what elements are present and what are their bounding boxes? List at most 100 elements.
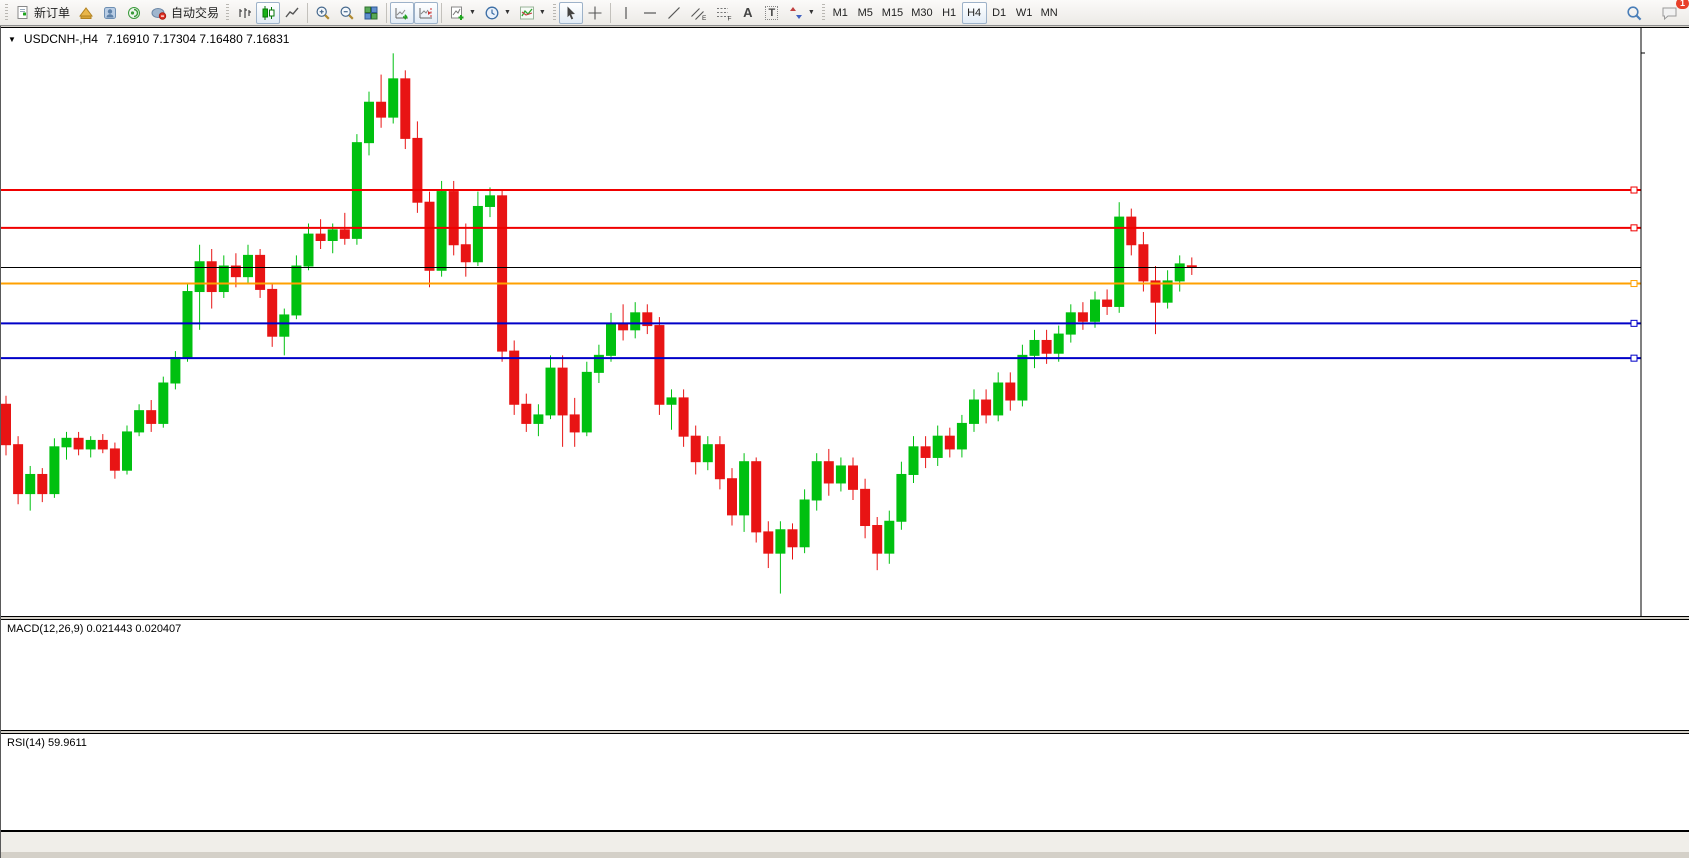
candle: [993, 372, 1004, 422]
candle: [134, 404, 145, 437]
market-watch-button[interactable]: [74, 2, 98, 24]
profiles-button[interactable]: ▼: [480, 2, 515, 24]
equidistant-channel-button[interactable]: E: [686, 2, 711, 24]
candle: [61, 431, 72, 460]
candle: [122, 425, 132, 475]
timeframe-mn-button[interactable]: MN: [1040, 6, 1058, 19]
candle: [1162, 270, 1173, 309]
price-chart-panel[interactable]: ▼ USDCNH-,H4 7.16910 7.17304 7.16480 7.1…: [1, 27, 1689, 617]
timeframe-m5-button[interactable]: M5: [857, 6, 873, 19]
new-order-button[interactable]: 新订单: [11, 2, 74, 24]
toolbar-drag-handle[interactable]: [552, 3, 556, 22]
candle: [763, 521, 774, 569]
tile-windows-button[interactable]: [359, 2, 383, 24]
bar-chart-button[interactable]: [232, 2, 256, 24]
toolbar-drag-handle[interactable]: [226, 3, 230, 22]
crosshair-button[interactable]: [583, 2, 607, 24]
hline-handle[interactable]: [1630, 224, 1638, 232]
autotrading-button[interactable]: 自动交易: [146, 2, 223, 24]
cursor-button[interactable]: [558, 1, 583, 24]
timeframe-h1-button[interactable]: H1: [942, 6, 957, 19]
toolbar-drag-handle[interactable]: [5, 3, 8, 22]
timeframe-w1-button[interactable]: W1: [1015, 6, 1033, 19]
line-chart-button[interactable]: [280, 2, 304, 24]
candle: [1, 395, 11, 456]
search-button[interactable]: [1622, 2, 1647, 24]
chart-title: ▼ USDCNH-,H4 7.16910 7.17304 7.16480 7.1…: [8, 32, 289, 46]
chart-ohlc-values: 7.16910 7.17304 7.16480 7.16831: [105, 32, 290, 46]
toolbar-right-group: 1: [1622, 0, 1689, 26]
candle: [230, 253, 241, 288]
hline-handle[interactable]: [1630, 186, 1638, 194]
text-label-button[interactable]: T: [760, 2, 784, 24]
fibonacci-button[interactable]: F: [711, 2, 736, 24]
candle: [37, 468, 48, 503]
horizontal-line-icon: [643, 11, 656, 14]
macd-label: MACD(12,26,9) 0.021443 0.020407: [7, 623, 182, 635]
candle: [727, 468, 737, 526]
toolbar-drag-handle[interactable]: [821, 3, 825, 22]
candle: [666, 389, 677, 430]
candle: [109, 442, 120, 479]
autoscroll-button[interactable]: [390, 1, 415, 24]
chart-shift-button[interactable]: [414, 1, 439, 24]
text-button[interactable]: A: [736, 2, 760, 24]
candle: [364, 91, 374, 156]
trendline-button[interactable]: [662, 2, 686, 24]
candle: [279, 308, 290, 356]
macd-panel[interactable]: MACD(12,26,9) 0.021443 0.020407: [1, 619, 1689, 731]
candle: [206, 249, 217, 309]
indicators-button[interactable]: ▼: [515, 2, 550, 24]
candle: [969, 389, 979, 432]
candle: [678, 389, 689, 447]
chevron-down-icon: ▼: [503, 9, 511, 16]
candle: [25, 465, 36, 511]
candle: [460, 223, 471, 277]
candle: [654, 317, 665, 415]
rsi-panel[interactable]: RSI(14) 59.9611: [1, 733, 1689, 831]
timeframe-m30-button[interactable]: M30: [911, 6, 933, 19]
candle: [485, 187, 495, 218]
candle: [884, 510, 895, 564]
signals-icon: [128, 6, 141, 19]
candle: [1077, 302, 1088, 330]
vertical-line-button[interactable]: [614, 2, 638, 24]
candle: [291, 255, 302, 320]
horizontal-line-button[interactable]: [638, 2, 662, 24]
price-chart-canvas[interactable]: [1, 28, 1689, 616]
macd-canvas[interactable]: [1, 620, 1689, 730]
candle: [775, 521, 786, 594]
rsi-canvas[interactable]: [1, 734, 1689, 830]
timeframe-toolbar: M1 M5 M15 M30 H1 H4 D1 W1 MN: [828, 1, 1062, 24]
svg-text:E: E: [702, 15, 707, 21]
indicators-icon: [519, 6, 534, 19]
chart-shift-icon: [419, 7, 433, 18]
hline-handle[interactable]: [1630, 280, 1638, 288]
candle: [981, 389, 992, 424]
new-order-icon: [17, 5, 28, 19]
arrows-button[interactable]: ▼: [784, 2, 819, 24]
signals-button[interactable]: [122, 2, 146, 24]
candle: [1090, 291, 1100, 328]
zoom-in-icon: [316, 5, 330, 20]
timeframe-m1-button[interactable]: M1: [832, 6, 848, 19]
candle: [1029, 329, 1040, 369]
candle: [267, 283, 278, 347]
new-chart-button[interactable]: ▼: [445, 2, 480, 24]
zoom-in-button[interactable]: [311, 2, 335, 24]
tile-windows-icon: [364, 6, 378, 19]
zoom-out-button[interactable]: [335, 2, 359, 24]
candle: [932, 425, 943, 466]
timeframe-m15-button[interactable]: M15: [881, 6, 904, 19]
notifications-button[interactable]: 1: [1657, 0, 1689, 24]
hline-handle[interactable]: [1630, 354, 1638, 362]
candlestick-chart-button[interactable]: [256, 1, 281, 24]
timeframe-d1-button[interactable]: D1: [992, 6, 1007, 19]
navigator-button[interactable]: [98, 2, 122, 24]
new-order-label: 新订单: [34, 6, 71, 20]
timeframe-h4-button[interactable]: H4: [961, 1, 987, 24]
time-axis[interactable]: [1, 831, 1689, 852]
candle: [158, 376, 169, 428]
candle: [315, 219, 326, 250]
hline-handle[interactable]: [1630, 319, 1638, 327]
